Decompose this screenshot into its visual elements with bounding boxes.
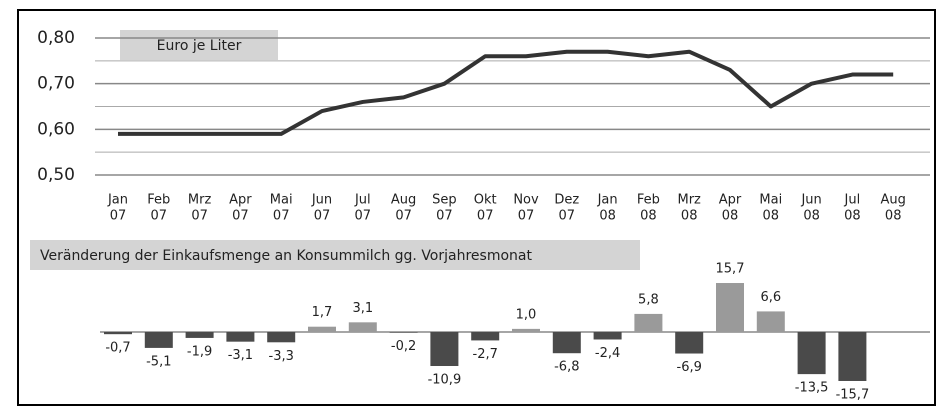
y-tick-label: 0,70 [37,74,75,94]
x-tick-label: Aug [881,193,906,208]
value-label: 1,0 [516,307,537,322]
value-label: -2,4 [595,346,620,361]
x-tick-label: 07 [436,209,453,224]
y-tick-label: 0,60 [37,119,75,139]
x-tick-label: Mai [759,193,782,208]
y-tick-label: 0,50 [37,165,75,185]
x-tick-label: 07 [395,209,412,224]
bar [593,332,622,340]
x-tick-label: Feb [147,193,170,208]
x-tick-label: Okt [474,193,497,208]
x-tick-label: Feb [637,193,660,208]
bar [552,332,581,354]
x-tick-label: 08 [885,209,902,224]
bar [756,311,785,332]
value-label: -10,9 [428,373,462,388]
value-label: -3,1 [228,348,253,363]
bar [471,332,500,341]
bar [675,332,704,354]
bar [104,332,132,335]
x-tick-label: 07 [273,209,290,224]
bar [348,322,377,332]
value-label: -1,9 [187,344,212,359]
x-tick-label: 08 [803,209,820,224]
bar [267,332,296,343]
x-tick-label: Jul [844,193,861,208]
bar [716,283,744,332]
bar [797,332,826,375]
chart-title: Veränderung der Einkaufsmenge an Konsumm… [40,248,532,264]
bar [226,332,255,342]
x-tick-label: 08 [722,209,739,224]
value-label: -2,7 [473,347,498,362]
x-tick-label: Jun [800,193,821,208]
x-tick-label: 07 [355,209,372,224]
value-label: -15,7 [836,387,870,402]
x-tick-label: 07 [477,209,494,224]
bar [634,313,663,332]
x-tick-label: Dez [554,193,579,208]
value-label: 6,6 [760,290,781,305]
x-tick-label: 07 [559,209,576,224]
x-tick-label: Jul [354,193,371,208]
y-tick-label: 0,80 [37,28,75,48]
bar [430,332,459,367]
x-tick-label: Apr [719,193,742,208]
value-label: 3,1 [352,301,373,316]
chart-title: Euro je Liter [157,38,242,54]
x-tick-label: Mrz [678,193,702,208]
x-tick-label: Aug [391,193,416,208]
value-label: 15,7 [716,262,745,277]
x-tick-label: 07 [314,209,331,224]
bar [185,332,214,338]
x-tick-label: Jan [107,193,128,208]
x-tick-label: 08 [844,209,861,224]
x-tick-label: 07 [232,209,249,224]
x-tick-label: 08 [599,209,616,224]
line [118,49,894,136]
bar [308,326,336,332]
x-tick-label: 07 [191,209,208,224]
x-tick-label: Mrz [188,193,212,208]
value-label: -0,7 [105,341,130,356]
value-label: -0,2 [391,339,416,354]
title-box [30,240,640,270]
bar [512,328,540,332]
bar [144,332,173,348]
x-tick-label: Jan [597,193,618,208]
value-label: -5,1 [146,354,171,369]
x-tick-label: 07 [110,209,127,224]
value-label: 5,8 [638,292,659,307]
value-label: -3,3 [269,349,294,364]
x-tick-label: 07 [151,209,168,224]
x-tick-label: Apr [229,193,252,208]
title-box [120,30,278,60]
value-label: -6,8 [554,360,579,375]
x-tick-label: 07 [518,209,535,224]
x-tick-label: Mai [270,193,293,208]
x-tick-label: Nov [513,193,539,208]
x-tick-label: Sep [432,193,457,208]
bar [389,332,418,333]
x-tick-label: 08 [763,209,780,224]
value-label: -13,5 [795,381,829,396]
value-label: 1,7 [312,305,333,320]
x-tick-label: 08 [640,209,657,224]
x-tick-label: Jun [311,193,332,208]
value-label: -6,9 [677,360,702,375]
x-tick-label: 08 [681,209,698,224]
bar [838,332,867,381]
